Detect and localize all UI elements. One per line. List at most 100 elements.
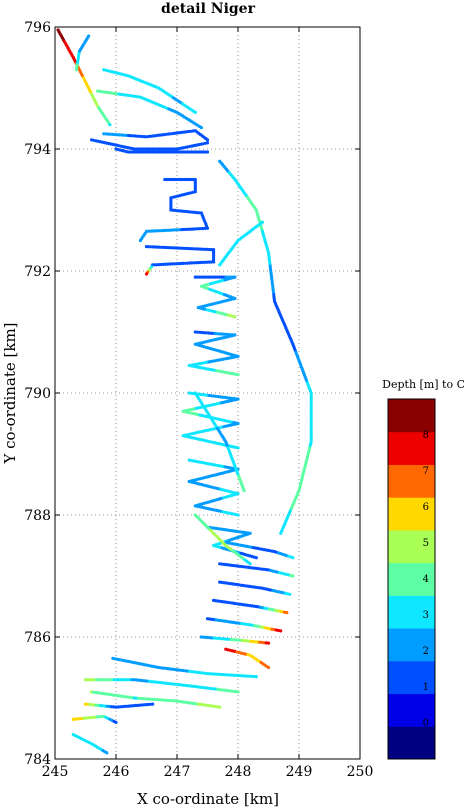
survey-point [236, 513, 240, 517]
survey-point [266, 665, 271, 670]
survey-point [174, 177, 178, 182]
survey-point [126, 678, 130, 682]
survey-point [168, 147, 172, 151]
survey-point [117, 678, 121, 682]
survey-point [218, 705, 222, 709]
survey-point [309, 400, 313, 404]
survey-point [114, 720, 118, 725]
survey-point [141, 147, 145, 151]
y-axis-label: Y co-ordinate [km] [1, 322, 19, 464]
survey-point [132, 147, 136, 151]
colorbar-segment [388, 595, 435, 629]
survey-track [187, 330, 240, 377]
survey-track [90, 690, 222, 709]
survey-point [131, 150, 135, 154]
survey-point [88, 678, 92, 682]
survey-point [137, 150, 141, 154]
colorbar-segment [388, 562, 435, 596]
survey-point [199, 671, 203, 675]
colorbar-segment [388, 399, 435, 433]
colorbar-segment [388, 628, 435, 662]
survey-point [236, 690, 240, 694]
survey-point [170, 150, 174, 154]
colorbar-segment [388, 431, 435, 465]
survey-point [188, 150, 192, 154]
survey-point [186, 150, 190, 154]
survey-point [172, 150, 177, 154]
survey-point [164, 150, 168, 154]
survey-point [309, 415, 313, 419]
survey-point [288, 592, 292, 596]
survey-point [233, 315, 237, 319]
survey-point [285, 611, 289, 615]
survey-point [157, 147, 161, 151]
y-tick-label: 796 [24, 20, 51, 36]
survey-point [139, 147, 143, 151]
x-tick-label: 250 [347, 764, 374, 780]
survey-point [309, 398, 313, 402]
survey-point [177, 150, 181, 154]
survey-point [108, 132, 113, 136]
survey-point [203, 150, 207, 154]
survey-point [205, 141, 210, 145]
y-tick-label: 794 [24, 142, 51, 158]
survey-track [218, 220, 264, 267]
survey-point [130, 678, 134, 682]
survey-point [185, 177, 189, 182]
survey-point [181, 150, 185, 154]
colorbar-segment [388, 693, 435, 727]
survey-point [309, 424, 313, 428]
survey-point [143, 147, 148, 151]
survey-track [205, 525, 258, 560]
survey-point [161, 698, 166, 702]
axis-ticks: 245 246 247 248 249 250 784 786 788 790 792 794 796 [24, 20, 373, 780]
survey-point [205, 138, 210, 142]
survey-track [83, 702, 155, 709]
survey-point [279, 629, 283, 633]
survey-point [151, 702, 155, 706]
survey-point [198, 275, 202, 279]
survey-point [309, 420, 313, 424]
colorbar-segment [388, 529, 435, 564]
survey-point [195, 275, 200, 279]
survey-point [309, 429, 313, 433]
survey-point [159, 147, 163, 151]
y-tick-label: 784 [24, 752, 51, 768]
x-tick-label: 246 [103, 764, 130, 780]
survey-point [157, 698, 161, 702]
survey-point [138, 238, 142, 243]
survey-track [212, 598, 289, 615]
survey-point [134, 696, 139, 700]
survey-point [164, 147, 168, 151]
survey-point [134, 147, 139, 151]
colorbar-segment [388, 726, 435, 760]
colorbar-tick-label: 0 [423, 718, 429, 729]
survey-point [180, 177, 184, 182]
survey-point [279, 531, 283, 535]
survey-point [115, 678, 119, 682]
survey-point [200, 275, 204, 279]
survey-point [205, 150, 210, 154]
survey-point [199, 126, 203, 130]
survey-point [149, 134, 153, 138]
survey-point [199, 150, 203, 154]
survey-point [128, 150, 132, 154]
survey-track [96, 89, 203, 130]
survey-point [309, 431, 313, 435]
survey-point [191, 177, 195, 182]
survey-point [266, 641, 271, 645]
survey-track [224, 647, 271, 670]
survey-point [309, 393, 313, 397]
survey-point [260, 567, 264, 571]
survey-point [168, 150, 172, 154]
survey-point [121, 678, 125, 682]
survey-point [108, 123, 112, 127]
survey-point [291, 556, 295, 560]
survey-point [144, 150, 148, 154]
survey-point [291, 574, 295, 578]
survey-point [206, 275, 211, 279]
colorbar-frame [387, 398, 436, 760]
colorbar-segment [388, 497, 435, 531]
survey-track [56, 28, 112, 127]
survey-point [101, 678, 105, 682]
